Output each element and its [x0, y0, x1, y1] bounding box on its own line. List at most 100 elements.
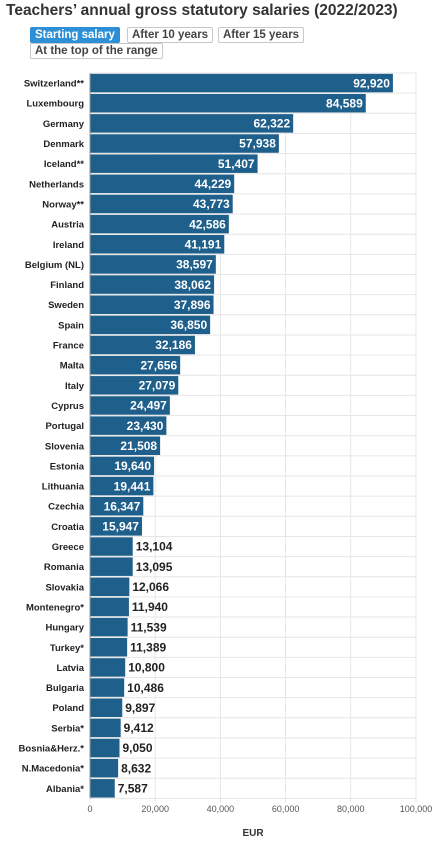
- bar: [90, 376, 179, 395]
- bar: [90, 214, 229, 234]
- category-label: Iceland**: [44, 159, 84, 170]
- category-label: Serbia*: [51, 723, 84, 734]
- value-label: 23,430: [127, 419, 164, 433]
- bar: [90, 638, 128, 657]
- bar: [90, 114, 294, 133]
- category-label: Sweden: [48, 300, 84, 311]
- value-label: 19,441: [114, 479, 151, 493]
- category-label: Latvia: [57, 663, 85, 674]
- value-label: 38,597: [176, 258, 213, 272]
- value-label: 11,389: [130, 640, 166, 654]
- bars: Switzerland** 92,920 Luxembourg 84,589 Germa…: [19, 73, 393, 798]
- value-label: 44,229: [194, 177, 231, 191]
- value-label: 42,586: [189, 217, 226, 231]
- tab-after-10-years[interactable]: After 10 years: [127, 27, 214, 43]
- bar: [90, 617, 128, 637]
- x-tick-label: 60,000: [272, 804, 300, 814]
- category-label: Austria: [51, 220, 84, 231]
- category-label: Luxembourg: [26, 99, 84, 110]
- category-label: Ireland: [53, 240, 84, 251]
- x-tick-label: 20,000: [141, 804, 169, 814]
- category-label: Slovenia: [45, 441, 85, 452]
- x-tick-label: 100,000: [400, 804, 433, 814]
- category-label: Greece: [52, 542, 84, 553]
- category-label: Cyprus: [51, 401, 84, 412]
- gridlines: [89, 72, 417, 803]
- value-label: 15,947: [102, 520, 139, 534]
- bar: [90, 235, 225, 254]
- bar: [90, 295, 214, 314]
- value-label: 9,412: [124, 721, 154, 735]
- bar: [90, 93, 366, 113]
- bar: [90, 134, 279, 153]
- category-label: Belgium (NL): [25, 260, 84, 271]
- value-label: 27,656: [140, 358, 177, 372]
- bar: [90, 597, 129, 617]
- value-label: 57,938: [239, 137, 276, 151]
- value-label: 12,066: [132, 580, 169, 594]
- value-label: 9,050: [123, 741, 153, 755]
- value-label: 21,508: [120, 439, 157, 453]
- category-label: Albania*: [46, 784, 84, 795]
- category-label: Italy: [65, 381, 85, 392]
- value-label: 9,897: [125, 701, 155, 715]
- tab-starting-salary[interactable]: Starting salary: [30, 27, 120, 43]
- value-label: 13,095: [136, 560, 173, 574]
- category-label: Malta: [60, 361, 85, 372]
- value-label: 51,407: [218, 157, 255, 171]
- value-label: 10,800: [128, 661, 165, 675]
- category-label: Norway**: [42, 199, 84, 210]
- bar: [90, 355, 181, 375]
- bar: [90, 537, 133, 556]
- bar: [90, 658, 126, 677]
- category-label: Turkey*: [50, 643, 84, 654]
- category-label: Croatia: [51, 522, 84, 533]
- bar: [90, 315, 211, 335]
- tab-after-15-years[interactable]: After 15 years: [218, 27, 305, 43]
- category-label: Switzerland**: [24, 79, 84, 90]
- bar: [90, 517, 142, 536]
- bar: [90, 335, 195, 355]
- bar: [90, 557, 133, 576]
- bar: [90, 194, 233, 214]
- category-label: Germany: [43, 119, 85, 130]
- x-tick-label: 0: [87, 804, 92, 814]
- value-label: 24,497: [130, 399, 167, 413]
- category-label: Bosnia&Herz.*: [19, 744, 85, 755]
- value-label: 11,539: [131, 620, 167, 634]
- category-label: Romania: [44, 562, 85, 573]
- x-axis: 0 20,000 40,000 60,000 80,000 100,000: [87, 73, 432, 814]
- bar: [90, 496, 144, 516]
- bar: [90, 154, 258, 173]
- value-label: 37,896: [174, 298, 211, 312]
- tab-top-of-range[interactable]: At the top of the range: [30, 43, 163, 59]
- bar: [90, 698, 123, 717]
- value-label: 19,640: [114, 459, 151, 473]
- bar: [90, 577, 130, 597]
- bar: [90, 758, 119, 778]
- category-label: Poland: [52, 703, 84, 714]
- bar: [90, 436, 161, 456]
- value-label: 36,850: [170, 318, 207, 332]
- value-label: 13,104: [136, 540, 173, 554]
- bar: [90, 174, 235, 194]
- value-label: 32,186: [155, 338, 192, 352]
- x-axis-label: EUR: [242, 828, 264, 839]
- category-label: Montenegro*: [26, 602, 84, 613]
- category-label: Netherlands: [29, 179, 84, 190]
- bar: [90, 718, 121, 738]
- chart-title: Teachers’ annual gross statutory salarie…: [6, 2, 398, 19]
- bar: [90, 779, 115, 798]
- bar: [90, 73, 393, 93]
- category-label: Spain: [58, 320, 84, 331]
- x-tick-label: 40,000: [207, 804, 235, 814]
- x-tick-label: 80,000: [337, 804, 365, 814]
- category-label: Finland: [50, 280, 84, 291]
- value-label: 11,940: [132, 600, 168, 614]
- bar: [90, 275, 215, 294]
- value-label: 16,347: [104, 499, 141, 513]
- value-label: 62,322: [253, 117, 290, 131]
- value-label: 10,486: [127, 681, 164, 695]
- category-label: Denmark: [43, 139, 84, 150]
